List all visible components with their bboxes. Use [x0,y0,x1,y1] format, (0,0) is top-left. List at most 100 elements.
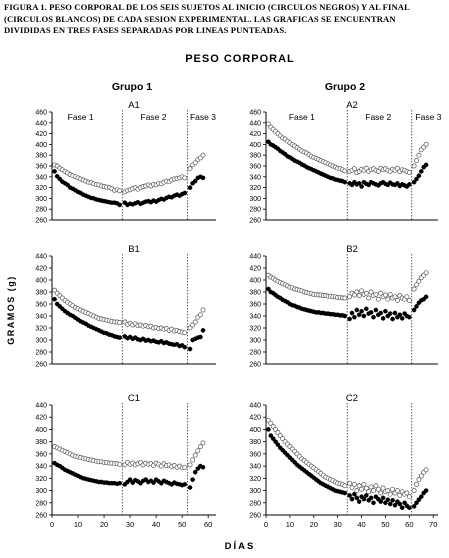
point-end-c2-60 [414,481,419,487]
point-end-c1-55 [200,440,206,446]
y-tick-label-a2-280: 280 [249,207,261,214]
point-end-b2-36 [354,289,360,295]
y-tick-label-b2-300: 300 [249,338,261,345]
y-tick-label-b1-420: 420 [35,266,47,273]
point-start-a2-59 [411,179,417,185]
y-tick-label-b2-340: 340 [249,314,261,321]
point-end-b2-57 [404,294,410,300]
y-tick-label-a2-260: 260 [249,218,261,225]
point-start-c2-58 [406,505,412,511]
point-end-c2-50 [387,491,393,497]
point-start-b2-48 [383,308,388,314]
point-start-b2-39 [361,313,367,319]
y-tick-label-c2-340: 340 [249,464,261,471]
panel-label-a2: A2 [346,100,358,111]
point-start-c2-56 [402,500,407,506]
y-tick-label-b1-300: 300 [35,338,47,345]
point-start-c2-2 [270,436,276,441]
y-tick-label-c1-360: 360 [35,451,47,458]
point-start-b2-38 [359,308,364,314]
x-tick-label-c1-60: 60 [204,520,212,529]
point-start-a2-32 [342,179,348,185]
point-end-c2-59 [411,488,417,494]
figure-title: PESO CORPORAL [185,53,295,65]
x-tick-label-c1-30: 30 [126,520,134,529]
point-start-b2-52 [392,310,398,316]
y-tick-label-c1-280: 280 [35,500,47,507]
y-tick-label-a2-420: 420 [249,131,261,138]
panel-c1: C1 260 280 300 320 340 360 380 400 420 440 0 10 20 30 4… [35,393,216,529]
point-start-c1-37 [151,480,156,485]
point-end-b1-49 [182,330,188,336]
point-end-c2-62 [418,473,424,479]
point-start-c2-64 [423,488,429,493]
point-end-a1-49 [182,175,188,181]
point-start-c2-40 [363,493,369,498]
point-end-c2-51 [390,486,396,492]
point-start-c1-50 [187,485,193,490]
point-start-c2-55 [399,505,405,511]
panel-label-a1: A1 [128,100,140,111]
y-tick-label-b1-380: 380 [35,290,47,297]
point-end-b2-61 [416,278,422,284]
point-end-a2-60 [414,158,419,164]
point-end-a2-45 [375,168,381,174]
point-start-c2-62 [418,494,424,500]
point-end-b2-40 [363,290,369,296]
point-start-b2-59 [411,307,417,313]
y-tick-label-a1-320: 320 [35,185,47,192]
y-tick-label-b2-320: 320 [249,326,261,333]
point-end-b2-38 [359,288,365,294]
point-start-c2-4 [275,442,281,448]
panel-label-b1: B1 [128,244,140,255]
y-tick-label-b1-280: 280 [35,350,47,357]
point-end-b2-50 [387,291,393,297]
point-start-c2-33 [347,493,352,498]
point-start-a2-64 [423,162,429,168]
y-tick-label-a1-380: 380 [35,153,47,160]
point-end-c1-54 [197,444,203,450]
y-tick-label-a2-460: 460 [249,110,261,117]
x-tick-label-c2-20: 20 [310,520,318,529]
point-end-c2-38 [359,486,365,492]
point-end-c2-46 [378,490,384,496]
y-tick-label-c2-400: 400 [249,427,261,434]
y-tick-label-c1-400: 400 [35,427,47,434]
x-tick-label-c2-0: 0 [264,520,268,529]
point-start-b1-25 [117,335,122,340]
y-tick-label-b2-440: 440 [249,254,261,261]
point-start-a1-49 [182,190,188,196]
point-end-b1-51 [190,322,196,328]
point-end-c2-4 [275,430,281,435]
phase-label-a1-2: Fase 2 [141,112,167,122]
point-start-c2-60 [414,500,419,506]
point-start-a1-0 [52,169,57,174]
point-end-b2-42 [368,289,374,295]
point-start-c1-28 [127,477,133,482]
point-start-c2-46 [378,499,384,504]
x-tick-label-c1-50: 50 [178,520,186,529]
point-start-c2-39 [361,496,367,502]
point-start-b2-0 [266,286,271,292]
y-tick-label-a2-300: 300 [249,196,261,203]
panel-label-b2: B2 [346,244,358,255]
y-tick-label-c2-380: 380 [249,439,261,446]
x-tick-label-c2-10: 10 [286,520,294,529]
point-end-a1-55 [200,152,206,158]
y-tick-label-a1-400: 400 [35,142,47,149]
y-tick-label-c2-320: 320 [249,476,261,483]
point-start-a1-50 [187,185,193,190]
point-start-b2-44 [373,307,379,313]
x-tick-label-c2-40: 40 [357,520,365,529]
y-tick-label-b2-260: 260 [249,362,261,369]
point-end-c2-1 [268,420,274,426]
point-end-a2-0 [265,121,271,127]
y-tick-label-a2-380: 380 [249,153,261,160]
x-tick-label-c1-20: 20 [100,520,108,529]
y-tick-label-b1-260: 260 [35,362,47,369]
point-end-c2-57 [404,490,410,496]
y-tick-label-c1-420: 420 [35,415,47,422]
y-tick-label-a1-260: 260 [35,218,47,225]
point-start-b2-32 [342,313,348,319]
